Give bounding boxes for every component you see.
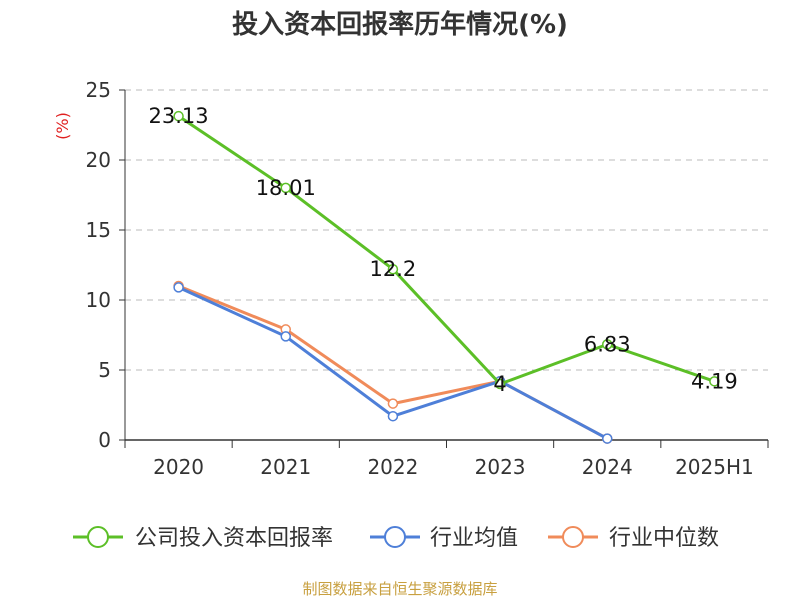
x-tick-label: 2021 bbox=[260, 455, 311, 479]
legend-marker bbox=[384, 526, 406, 548]
x-tick-label: 2022 bbox=[367, 455, 418, 479]
series-line bbox=[177, 114, 715, 386]
x-tick-label: 2024 bbox=[582, 455, 633, 479]
legend-label: 公司投入资本回报率 bbox=[135, 526, 333, 551]
legend: 公司投入资本回报率 行业均值 行业中位数 bbox=[73, 526, 719, 551]
data-point bbox=[173, 110, 184, 122]
data-point bbox=[173, 282, 184, 293]
data-point bbox=[387, 410, 399, 422]
legend-label: 行业中位数 bbox=[609, 526, 719, 551]
data-point bbox=[602, 339, 613, 350]
x-tick-label: 2025H1 bbox=[675, 455, 754, 479]
data-labels: 23.13 18.01 12.2 4 6.83 4.19 bbox=[149, 104, 738, 396]
grid-lines bbox=[125, 89, 768, 371]
y-tick-label: 10 bbox=[86, 288, 111, 312]
data-point bbox=[494, 378, 506, 390]
legend-marker bbox=[87, 526, 109, 548]
data-label: 4 bbox=[493, 372, 506, 396]
series-lines bbox=[173, 110, 720, 444]
data-label: 23.13 bbox=[149, 104, 209, 128]
y-tick-label: 20 bbox=[86, 148, 111, 172]
x-tick-label: 2023 bbox=[475, 455, 526, 479]
data-point bbox=[280, 182, 291, 194]
y-axis-unit: (%) bbox=[53, 112, 72, 140]
chart-title: 投入资本回报率历年情况(%) bbox=[232, 10, 568, 40]
y-tick-label: 15 bbox=[86, 218, 111, 242]
x-tick-label: 2020 bbox=[153, 455, 204, 479]
data-point bbox=[280, 331, 291, 342]
source-note: 制图数据来自恒生聚源数据库 bbox=[302, 580, 498, 598]
data-label: 6.83 bbox=[584, 332, 631, 356]
axes: 0 5 10 15 20 25 (%) 2020 2021 2022 2023 2024 2025H1 bbox=[53, 78, 769, 479]
data-label: 4.19 bbox=[691, 369, 738, 393]
data-point bbox=[387, 398, 399, 409]
data-label: 18.01 bbox=[256, 176, 316, 200]
y-tick-label: 5 bbox=[98, 358, 111, 382]
legend-label: 行业均值 bbox=[430, 526, 518, 551]
legend-marker bbox=[562, 526, 584, 548]
y-tick-label: 0 bbox=[98, 428, 111, 452]
data-point bbox=[387, 263, 399, 275]
y-tick-label: 25 bbox=[86, 78, 111, 102]
data-label: 12.2 bbox=[370, 257, 417, 281]
data-point bbox=[709, 376, 720, 387]
data-point bbox=[602, 433, 613, 444]
